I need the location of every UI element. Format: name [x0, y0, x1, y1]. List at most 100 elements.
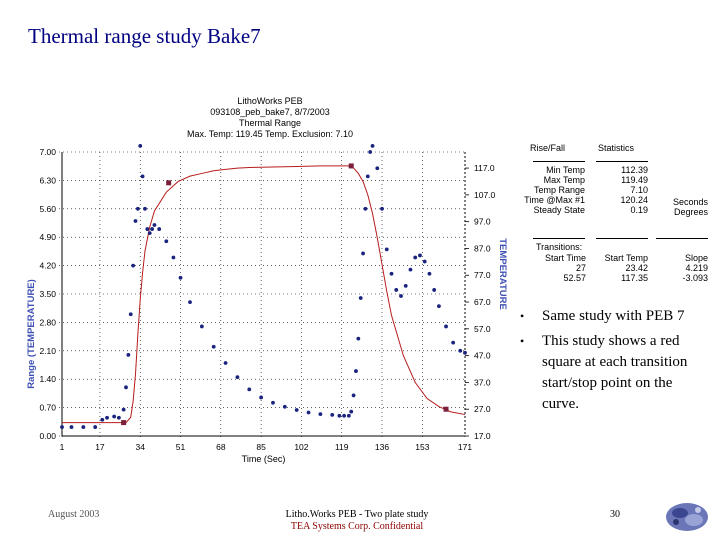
bullet-text: This study shows a red square at each tr… — [542, 333, 688, 412]
x-tick-label: 1 — [60, 442, 65, 452]
range-data-point — [363, 206, 368, 211]
range-data-point — [365, 174, 370, 179]
range-data-point — [199, 324, 204, 329]
col-slope: Slope — [684, 253, 708, 263]
transition-start-temp: 23.42 — [625, 263, 648, 273]
range-data-point — [418, 253, 422, 258]
range-data-point — [178, 275, 183, 280]
chart-header-line2: 093108_peb_bake7, 8/7/2003 — [210, 107, 330, 117]
range-data-point — [380, 206, 384, 211]
footer-center-line1: Litho.Works PEB - Two plate study — [285, 509, 429, 520]
range-data-point — [171, 255, 176, 260]
transition-start-temp: 117.35 — [621, 273, 648, 283]
range-data-point — [408, 267, 413, 272]
bullet-list: • Same study with PEB 7 • This study sho… — [512, 306, 712, 419]
range-data-point — [211, 344, 216, 349]
range-data-point — [361, 251, 365, 256]
y-axis-right-title: TEMPERATURE — [497, 238, 508, 310]
range-data-point — [399, 294, 403, 298]
x-tick-label: 119 — [335, 442, 349, 452]
range-data-point — [444, 324, 448, 329]
y-right-tick-label: 47.0 — [474, 351, 491, 361]
units-degrees: Degrees — [673, 207, 708, 217]
stats-row-label: Time @Max #1 — [524, 195, 585, 205]
range-data-point — [354, 369, 358, 373]
range-data-point — [81, 425, 86, 429]
range-data-point — [403, 283, 408, 288]
range-data-point — [306, 410, 311, 415]
y-axis-left-title: Range (TEMPERATURE) — [26, 279, 37, 389]
range-data-point — [223, 361, 228, 365]
stats-row-value: 7.10 — [630, 185, 648, 195]
y-right-tick-label: 37.0 — [474, 377, 491, 387]
range-data-point — [422, 259, 427, 264]
stats-row-value: 120.24 — [620, 195, 648, 205]
x-tick-label: 85 — [256, 442, 266, 452]
transition-marker — [443, 406, 449, 412]
range-data-point — [93, 425, 98, 429]
range-data-point — [60, 425, 64, 429]
x-tick-label: 51 — [176, 442, 186, 452]
range-data-point — [143, 206, 147, 211]
range-data-point — [432, 288, 437, 292]
range-data-point — [188, 300, 192, 305]
x-tick-label: 34 — [135, 442, 145, 452]
stats-row: Steady State 0.19 — [508, 205, 650, 215]
range-data-point — [259, 395, 264, 400]
range-data-point — [124, 385, 128, 390]
y-left-tick-label: 1.40 — [39, 374, 56, 384]
range-data-point — [112, 414, 117, 419]
range-data-point — [349, 409, 354, 414]
stats-row-value: 0.19 — [630, 205, 648, 215]
range-data-point — [437, 304, 441, 309]
range-data-point — [413, 255, 418, 260]
transitions-header: Start Time Start Temp Slope — [530, 253, 710, 263]
range-data-point — [100, 417, 105, 422]
y-right-tick-label: 57.0 — [474, 324, 491, 334]
range-data-point — [368, 150, 373, 154]
bullet-dot-icon: • — [520, 334, 525, 348]
y-right-tick-label: 77.0 — [474, 270, 491, 280]
transition-start-time: 27 — [575, 263, 586, 273]
range-data-point — [133, 219, 138, 223]
y-right-tick-label: 97.0 — [474, 217, 491, 227]
range-data-point — [356, 336, 361, 341]
footer-date: August 2003 — [48, 509, 100, 520]
transition-slope: 4.219 — [685, 263, 708, 273]
transitions-label: Transitions: — [536, 242, 583, 252]
y-right-tick-label: 117.0 — [474, 163, 495, 173]
x-tick-label: 102 — [294, 442, 308, 452]
range-data-point — [138, 144, 143, 148]
transition-marker — [121, 420, 127, 426]
bullet-item: • Same study with PEB 7 — [512, 306, 712, 327]
range-data-point — [131, 263, 136, 268]
range-data-point — [458, 348, 463, 353]
range-data-point — [145, 227, 150, 231]
divider — [533, 161, 585, 162]
transition-marker — [348, 163, 354, 169]
range-data-point — [342, 413, 346, 418]
chart-header-line4: Max. Temp: 119.45 Temp. Exclusion: 7.10 — [187, 129, 353, 139]
range-data-point — [135, 206, 140, 211]
range-data-point — [337, 413, 342, 418]
range-data-point — [157, 227, 162, 231]
divider — [533, 238, 585, 239]
footer-center-line2: TEA Systems Corp. Confidential — [290, 521, 424, 532]
range-data-point — [282, 404, 287, 409]
company-logo-icon — [666, 503, 708, 531]
range-data-point — [126, 352, 131, 357]
bullet-dot-icon: • — [520, 309, 525, 323]
range-data-point — [128, 312, 133, 317]
range-data-point — [375, 166, 380, 171]
chart-header-line3: Thermal Range — [239, 118, 301, 128]
slide-title: Thermal range study Bake7 — [28, 24, 261, 48]
bullet-text: Same study with PEB 7 — [542, 308, 685, 324]
y-left-tick-label: 0.00 — [39, 431, 56, 441]
y-left-tick-label: 2.10 — [39, 346, 56, 356]
range-data-point — [330, 413, 335, 417]
stats-row-label: Min Temp — [546, 165, 585, 175]
range-data-point — [247, 387, 252, 392]
transition-start-time: 52.57 — [563, 273, 586, 283]
stats-row-label: Temp Range — [533, 185, 585, 195]
